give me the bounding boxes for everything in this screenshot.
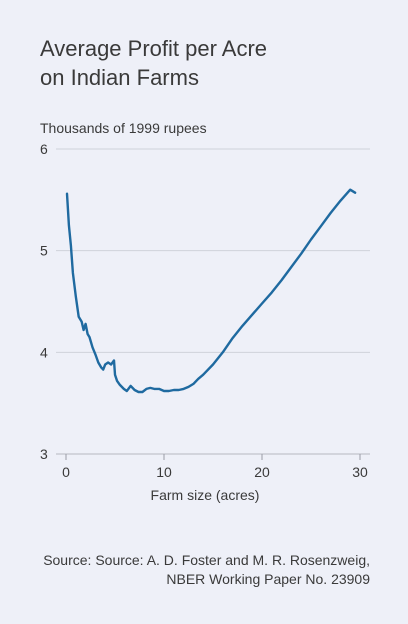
gridlines <box>56 148 370 455</box>
y-tick-label-6: 6 <box>40 141 48 157</box>
y-axis-label: Thousands of 1999 rupees <box>40 120 207 136</box>
x-axis-label: Farm size (acres) <box>151 487 260 503</box>
source-line-2: NBER Working Paper No. 23909 <box>166 571 370 587</box>
chart-title: Average Profit per Acre on Indian Farms <box>40 34 380 92</box>
y-tick-label-4: 4 <box>40 344 48 360</box>
tick-labels: 3 4 5 6 0 10 20 30 <box>40 141 368 480</box>
x-tick-label-20: 20 <box>254 464 270 480</box>
source-note: Source: Source: A. D. Foster and M. R. R… <box>30 551 370 589</box>
y-tick-label-5: 5 <box>40 243 48 259</box>
source-line-1: Source: Source: A. D. Foster and M. R. R… <box>43 552 370 568</box>
x-tick-label-0: 0 <box>62 464 70 480</box>
x-tick-label-30: 30 <box>352 464 368 480</box>
chart-title-line-2: on Indian Farms <box>40 65 199 90</box>
y-tick-label-3: 3 <box>40 446 48 462</box>
series-line <box>65 188 357 394</box>
chart-title-line-1: Average Profit per Acre <box>40 36 268 61</box>
x-tick-label-10: 10 <box>156 464 172 480</box>
